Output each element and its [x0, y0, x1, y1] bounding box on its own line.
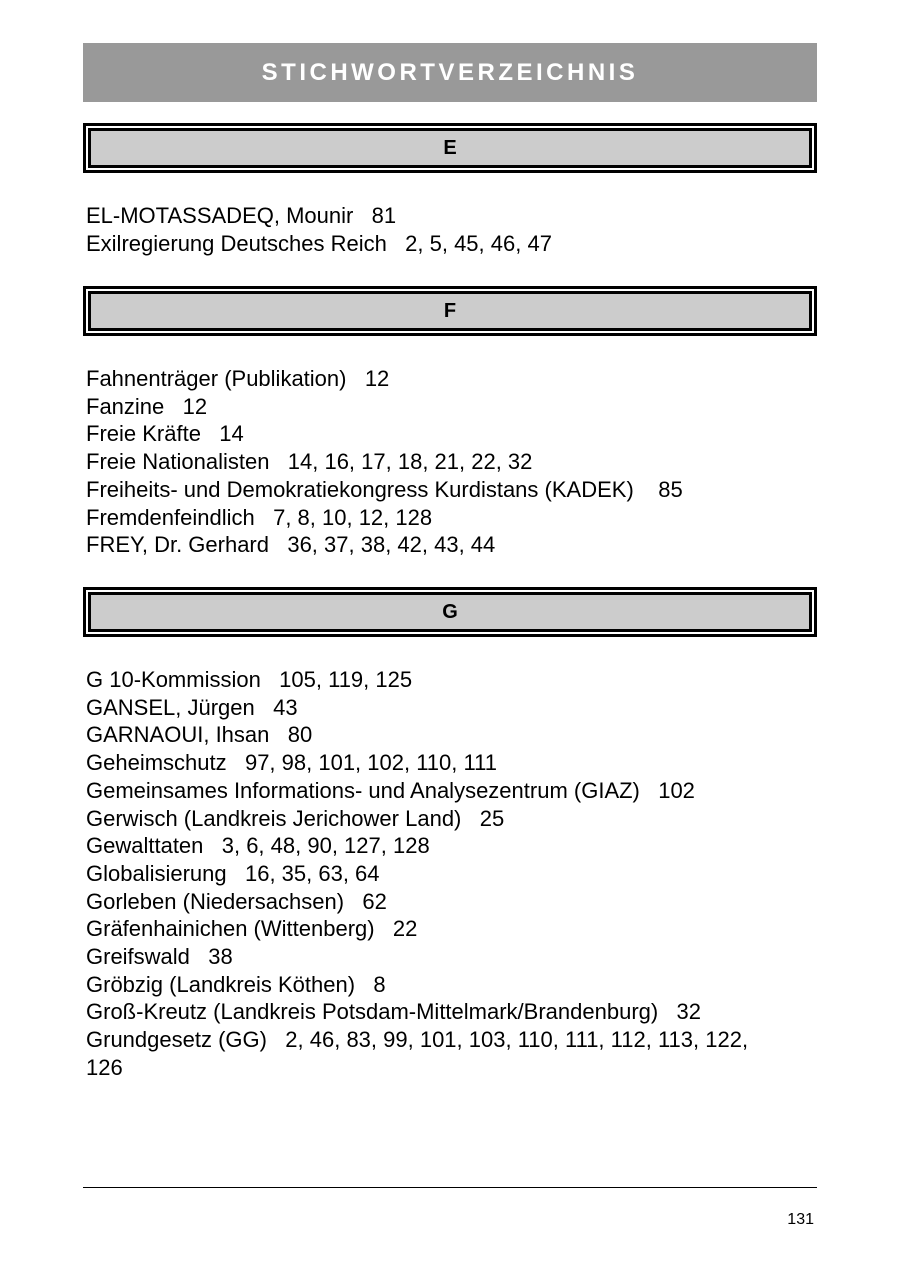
index-entry: Fremdenfeindlich 7, 8, 10, 12, 128 — [86, 504, 433, 530]
letter-header-f: F — [83, 286, 817, 336]
entries-e: EL-MOTASSADEQ, Mounir 81 Exilregierung D… — [86, 202, 816, 257]
index-entry: Freiheits- und Demokratiekongress Kurdis… — [86, 476, 683, 502]
index-entry: FREY, Dr. Gerhard 36, 37, 38, 42, 43, 44 — [86, 532, 496, 558]
footer-divider — [83, 1187, 817, 1188]
index-entry: Freie Kräfte 14 — [86, 421, 244, 447]
index-entry: Fahnenträger (Publikation) 12 — [86, 366, 390, 391]
entries-f: Fahnenträger (Publikation) 12 Fanzine 12… — [86, 365, 816, 559]
index-entry: Groß-Kreutz (Landkreis Potsdam-Mittelmar… — [86, 999, 702, 1025]
index-entry: Gröbzig (Landkreis Köthen) 8 — [86, 971, 386, 997]
letter-label: G — [88, 592, 812, 632]
index-entry: Fanzine 12 — [86, 393, 208, 419]
index-entry: Gorleben (Niedersachsen) 62 — [86, 888, 387, 914]
index-entry: Freie Nationalisten 14, 16, 17, 18, 21, … — [86, 449, 533, 475]
letter-header-g: G — [83, 587, 817, 637]
letter-label: E — [88, 128, 812, 168]
index-entry: G 10-Kommission 105, 119, 125 — [86, 667, 413, 692]
index-entry: Exilregierung Deutsches Reich 2, 5, 45, … — [86, 230, 552, 256]
entries-g: G 10-Kommission 105, 119, 125 GANSEL, Jü… — [86, 666, 816, 1082]
index-entry: Gerwisch (Landkreis Jerichower Land) 25 — [86, 805, 505, 831]
index-entry: GANSEL, Jürgen 43 — [86, 694, 298, 720]
letter-header-e: E — [83, 123, 817, 173]
index-entry: Grundgesetz (GG) 2, 46, 83, 99, 101, 103… — [86, 1027, 755, 1080]
index-entry: Gräfenhainichen (Wittenberg) 22 — [86, 916, 418, 942]
index-entry: EL-MOTASSADEQ, Mounir 81 — [86, 203, 397, 228]
index-entry: GARNAOUI, Ihsan 80 — [86, 722, 313, 748]
page-number: 131 — [787, 1211, 814, 1228]
index-title: STICHWORTVERZEICHNIS — [83, 43, 817, 102]
index-entry: Gemeinsames Informations- und Analysezen… — [86, 777, 695, 803]
index-entry: Greifswald 38 — [86, 944, 233, 970]
letter-label: F — [88, 291, 812, 331]
index-entry: Geheimschutz 97, 98, 101, 102, 110, 111 — [86, 750, 497, 776]
index-entry: Globalisierung 16, 35, 63, 64 — [86, 860, 380, 886]
index-entry: Gewalttaten 3, 6, 48, 90, 127, 128 — [86, 833, 430, 859]
